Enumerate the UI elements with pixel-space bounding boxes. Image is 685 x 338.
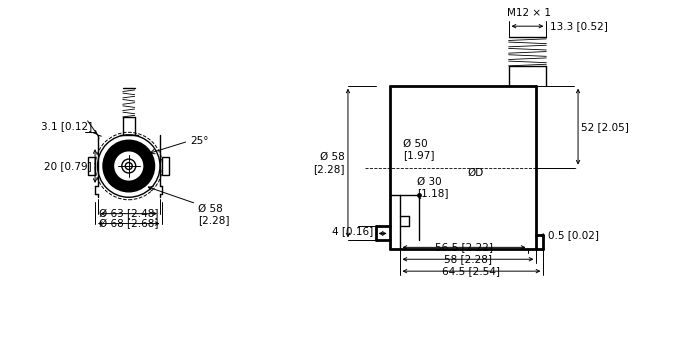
Text: 4 [0.16]: 4 [0.16] bbox=[332, 226, 374, 237]
Text: 25°: 25° bbox=[190, 136, 209, 146]
Bar bbox=[88, 157, 95, 175]
Bar bbox=[162, 157, 169, 175]
Text: 20 [0.79]: 20 [0.79] bbox=[45, 161, 92, 171]
Text: Ø 58
[2.28]: Ø 58 [2.28] bbox=[314, 152, 345, 174]
Text: 64.5 [2.54]: 64.5 [2.54] bbox=[443, 266, 501, 276]
Text: Ø 30
[1.18]: Ø 30 [1.18] bbox=[417, 176, 449, 198]
Text: Ø 68 [2.68]: Ø 68 [2.68] bbox=[99, 218, 158, 228]
Text: 52 [2.05]: 52 [2.05] bbox=[581, 122, 629, 131]
Text: Ø 63 [2.48]: Ø 63 [2.48] bbox=[99, 209, 158, 219]
Text: 13.3 [0.52]: 13.3 [0.52] bbox=[550, 21, 608, 31]
Text: 3.1 [0.12]: 3.1 [0.12] bbox=[41, 121, 92, 131]
Text: 0.5 [0.02]: 0.5 [0.02] bbox=[548, 231, 599, 240]
Circle shape bbox=[115, 152, 142, 180]
Text: Ø 58
[2.28]: Ø 58 [2.28] bbox=[198, 204, 229, 225]
Text: 56.5 [2.22]: 56.5 [2.22] bbox=[435, 242, 493, 252]
Text: 58 [2.28]: 58 [2.28] bbox=[444, 254, 492, 264]
Text: Ø 50
[1.97]: Ø 50 [1.97] bbox=[403, 139, 435, 161]
Circle shape bbox=[103, 140, 155, 192]
Text: M12 × 1: M12 × 1 bbox=[507, 8, 551, 18]
Text: ØD: ØD bbox=[467, 167, 483, 177]
